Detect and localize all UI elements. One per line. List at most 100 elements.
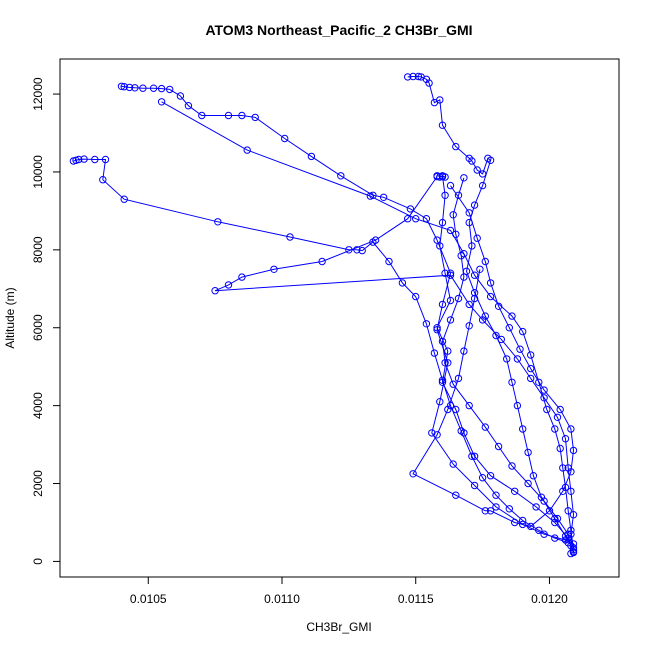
data-point bbox=[385, 257, 393, 266]
data-point bbox=[494, 302, 503, 310]
data-point bbox=[80, 155, 88, 163]
data-point bbox=[553, 413, 562, 421]
data-point bbox=[527, 522, 535, 531]
data-point bbox=[214, 218, 222, 226]
data-point bbox=[569, 511, 578, 519]
data-point bbox=[527, 351, 535, 359]
data-point bbox=[470, 201, 479, 209]
data-point bbox=[476, 265, 484, 273]
data-point bbox=[468, 452, 476, 460]
data-point bbox=[337, 172, 345, 180]
data-point bbox=[433, 431, 441, 439]
data-point bbox=[91, 155, 99, 164]
data-point bbox=[527, 364, 535, 373]
data-point bbox=[422, 320, 431, 328]
data-point bbox=[444, 347, 452, 355]
data-point bbox=[529, 472, 538, 480]
data-point bbox=[438, 218, 447, 227]
data-point bbox=[428, 429, 436, 437]
data-point bbox=[478, 170, 487, 178]
data-point bbox=[409, 72, 417, 81]
y-tick-label: 12000 bbox=[31, 77, 45, 111]
y-axis: 0 2000 4000 6000 8000 10000 12000 bbox=[31, 77, 61, 565]
data-point bbox=[486, 279, 495, 287]
data-point bbox=[452, 230, 460, 239]
data-point bbox=[551, 425, 559, 433]
y-axis-label: Altitude (m) bbox=[3, 287, 17, 348]
y-tick-label: 2000 bbox=[31, 470, 45, 497]
data-point bbox=[567, 425, 575, 433]
data-point bbox=[569, 544, 578, 552]
data-point bbox=[452, 491, 460, 499]
data-point bbox=[157, 84, 166, 93]
data-point bbox=[176, 92, 185, 100]
data-point bbox=[478, 181, 487, 190]
data-point bbox=[433, 326, 441, 334]
data-point bbox=[465, 209, 473, 217]
data-point bbox=[318, 257, 326, 266]
x-tick-label: 0.0105 bbox=[130, 592, 167, 606]
data-point bbox=[149, 84, 158, 92]
data-point bbox=[569, 446, 578, 455]
data-point bbox=[75, 155, 83, 164]
data-point bbox=[540, 497, 548, 505]
data-point bbox=[307, 152, 316, 161]
data-point bbox=[353, 246, 361, 254]
data-point bbox=[468, 157, 476, 165]
data-point bbox=[559, 464, 567, 472]
data-point bbox=[224, 111, 233, 120]
data-point bbox=[425, 79, 433, 87]
x-axis-label: CH3Br_GMI bbox=[306, 620, 371, 634]
data-point bbox=[433, 172, 441, 181]
data-point bbox=[508, 462, 516, 470]
data-point bbox=[449, 211, 457, 219]
data-point bbox=[481, 257, 489, 266]
data-point bbox=[454, 191, 463, 200]
data-point bbox=[457, 252, 465, 260]
data-point bbox=[567, 487, 575, 495]
data-point bbox=[540, 386, 548, 394]
data-point bbox=[412, 292, 420, 301]
data-point bbox=[125, 83, 134, 92]
data-point bbox=[406, 205, 415, 213]
data-point bbox=[494, 442, 503, 451]
data-point bbox=[516, 345, 524, 353]
data-point bbox=[438, 300, 447, 309]
data-point bbox=[460, 174, 468, 182]
data-point bbox=[519, 327, 527, 336]
data-point bbox=[438, 376, 447, 384]
data-point bbox=[449, 460, 457, 468]
series-line-2 bbox=[214, 176, 575, 552]
data-point bbox=[470, 271, 479, 279]
data-point bbox=[438, 337, 447, 346]
data-point bbox=[511, 487, 519, 495]
data-point bbox=[513, 401, 522, 410]
data-point bbox=[436, 242, 444, 250]
data-point bbox=[473, 166, 481, 174]
data-point bbox=[358, 246, 366, 255]
data-point bbox=[559, 487, 567, 495]
data-point bbox=[543, 405, 551, 414]
data-point bbox=[444, 405, 452, 414]
data-point bbox=[556, 444, 564, 453]
data-point bbox=[184, 102, 193, 110]
data-point bbox=[564, 530, 572, 538]
data-point bbox=[553, 514, 562, 523]
data-point bbox=[430, 349, 439, 357]
data-point bbox=[211, 287, 219, 295]
data-point bbox=[465, 401, 473, 410]
data-point bbox=[433, 236, 441, 244]
data-point bbox=[465, 322, 473, 330]
data-point bbox=[492, 491, 500, 499]
data-point bbox=[345, 246, 353, 254]
data-point bbox=[486, 472, 495, 480]
data-point bbox=[166, 85, 174, 94]
x-tick-label: 0.0120 bbox=[531, 592, 568, 606]
data-point bbox=[465, 300, 473, 309]
data-point bbox=[535, 378, 543, 386]
data-point bbox=[492, 331, 500, 340]
data-point bbox=[139, 84, 147, 92]
plot-frame bbox=[59, 58, 620, 578]
data-point bbox=[446, 226, 455, 235]
data-point bbox=[524, 448, 532, 457]
